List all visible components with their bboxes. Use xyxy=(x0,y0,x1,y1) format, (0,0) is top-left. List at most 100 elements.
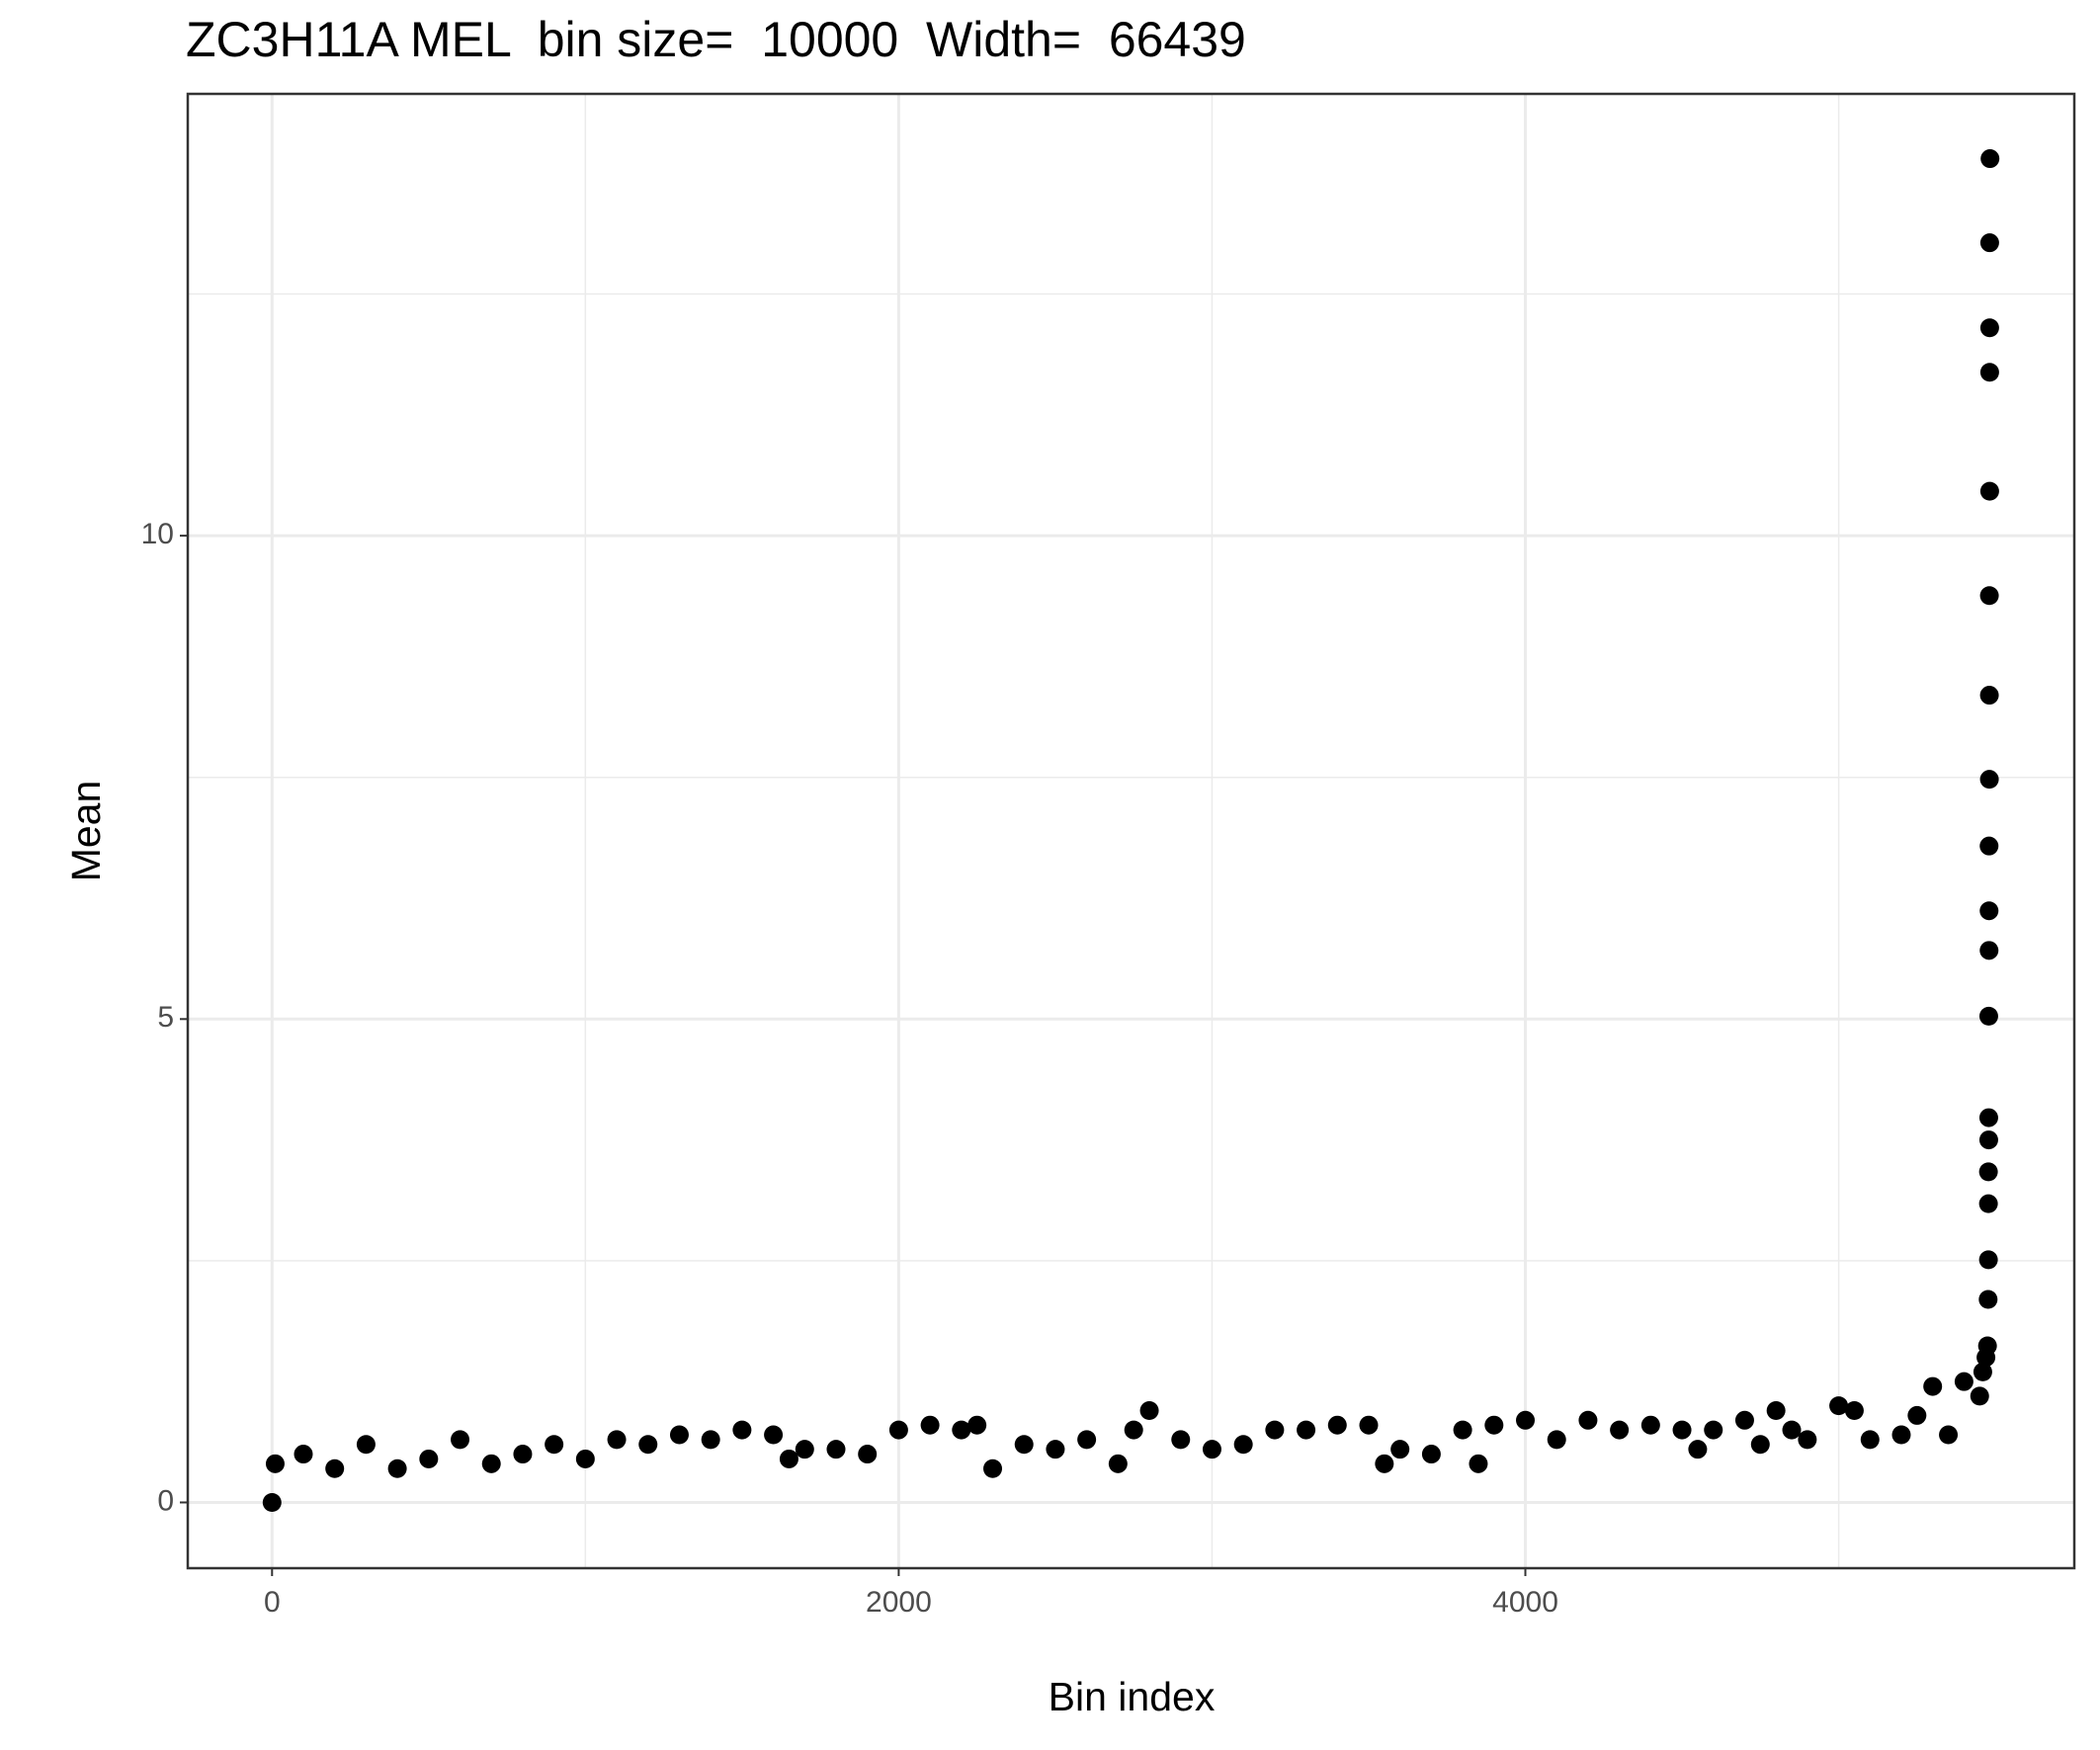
point xyxy=(1860,1430,1880,1450)
point xyxy=(1046,1440,1065,1459)
point xyxy=(732,1420,752,1440)
point xyxy=(545,1435,564,1455)
point xyxy=(513,1445,533,1464)
point xyxy=(1978,1108,1998,1127)
point xyxy=(1077,1430,1097,1450)
point xyxy=(1979,686,1999,706)
point xyxy=(1108,1454,1128,1473)
point xyxy=(1979,233,1999,253)
point xyxy=(1578,1410,1598,1430)
point xyxy=(1829,1396,1849,1416)
point xyxy=(888,1420,908,1440)
x-tick-label: 0 xyxy=(264,1586,281,1619)
point xyxy=(262,1492,282,1512)
point xyxy=(1782,1420,1802,1440)
point xyxy=(1979,363,1999,382)
y-tick-label: 0 xyxy=(157,1484,174,1517)
point xyxy=(1688,1440,1708,1459)
point xyxy=(419,1449,439,1468)
point xyxy=(1980,149,2000,169)
point xyxy=(1923,1376,1943,1396)
panel-border xyxy=(186,92,2076,1570)
point xyxy=(779,1449,798,1468)
y-tick-label: 5 xyxy=(157,1001,174,1034)
point xyxy=(1979,586,1999,606)
point xyxy=(920,1415,940,1435)
chart-title: ZC3H11A MEL bin size= 10000 Width= 66439 xyxy=(186,12,1246,67)
point xyxy=(1978,1006,1998,1026)
point xyxy=(1844,1401,1864,1421)
point xyxy=(764,1425,784,1445)
point xyxy=(983,1458,1003,1478)
point xyxy=(1297,1420,1316,1440)
point xyxy=(1798,1430,1817,1450)
point xyxy=(1610,1420,1630,1440)
point xyxy=(1672,1420,1692,1440)
point xyxy=(1484,1415,1504,1435)
point xyxy=(451,1430,470,1450)
point xyxy=(387,1458,407,1478)
point xyxy=(1359,1415,1379,1435)
point xyxy=(1970,1386,1989,1406)
point xyxy=(1978,1130,1998,1150)
point xyxy=(325,1458,345,1478)
point xyxy=(1939,1425,1959,1445)
point xyxy=(1979,836,1999,856)
point xyxy=(858,1445,878,1464)
x-tick-label: 2000 xyxy=(866,1586,932,1619)
point xyxy=(1453,1420,1472,1440)
point xyxy=(1265,1420,1285,1440)
point xyxy=(1139,1401,1159,1421)
point xyxy=(826,1440,846,1459)
point xyxy=(1327,1415,1347,1435)
point xyxy=(294,1445,313,1464)
point xyxy=(1978,1290,1998,1309)
point xyxy=(1891,1425,1911,1445)
point xyxy=(1979,901,1999,921)
point xyxy=(1640,1415,1660,1435)
x-axis-title: Bin index xyxy=(1049,1674,1216,1719)
point xyxy=(1979,481,1999,501)
point xyxy=(1766,1401,1786,1421)
point xyxy=(1469,1454,1488,1473)
point xyxy=(1750,1435,1770,1455)
point xyxy=(1233,1435,1253,1455)
point xyxy=(1375,1454,1394,1473)
point xyxy=(1978,1194,1998,1213)
point xyxy=(1171,1430,1191,1450)
point xyxy=(1547,1430,1566,1450)
point xyxy=(669,1425,689,1445)
point xyxy=(1979,941,1999,960)
point xyxy=(575,1449,595,1468)
y-axis-title: Mean xyxy=(63,781,109,882)
point xyxy=(638,1435,658,1455)
point xyxy=(1202,1440,1221,1459)
point xyxy=(1979,770,1999,790)
point xyxy=(1124,1420,1143,1440)
point xyxy=(1978,1162,1998,1182)
point xyxy=(1907,1405,1927,1425)
point xyxy=(265,1454,285,1473)
point xyxy=(1014,1435,1034,1455)
y-tick-label: 10 xyxy=(141,518,174,550)
point xyxy=(1979,318,1999,338)
point xyxy=(795,1440,814,1459)
point xyxy=(967,1415,987,1435)
point xyxy=(1978,1250,1998,1270)
point xyxy=(1704,1420,1723,1440)
point xyxy=(1421,1445,1441,1464)
point xyxy=(701,1430,720,1450)
x-tick-label: 4000 xyxy=(1492,1586,1558,1619)
point xyxy=(1734,1410,1754,1430)
point xyxy=(1954,1372,1974,1391)
point xyxy=(1977,1336,1997,1356)
point xyxy=(607,1430,627,1450)
point xyxy=(1390,1440,1410,1459)
point xyxy=(1516,1410,1536,1430)
point xyxy=(356,1435,376,1455)
point xyxy=(952,1420,971,1440)
point xyxy=(481,1454,501,1473)
